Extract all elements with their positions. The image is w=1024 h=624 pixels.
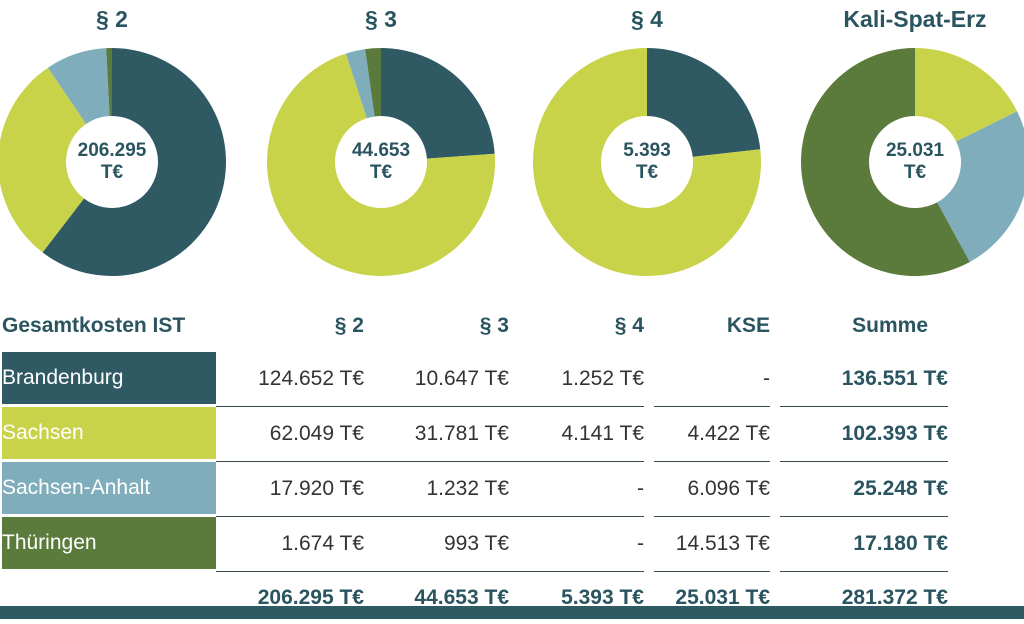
slice-th-ringen — [801, 48, 970, 276]
donut-center-label: 5.393 T€ — [592, 140, 702, 184]
cell-kse: 6.096 T€ — [654, 462, 770, 517]
region-sachsen-anhalt: Sachsen-Anhalt — [2, 462, 216, 517]
column-gap — [770, 517, 780, 572]
column-gap — [644, 300, 654, 352]
slice-brandenburg — [647, 48, 761, 157]
donut-svg — [0, 48, 227, 276]
table-row: Sachsen-Anhalt 17.920 T€ 1.232 T€ - 6.09… — [2, 462, 948, 517]
donut-center-label: 206.295 T€ — [57, 140, 167, 184]
column-gap — [644, 352, 654, 407]
column-gap — [644, 462, 654, 517]
bottom-bar — [0, 606, 1024, 619]
center-unit: T€ — [903, 162, 927, 183]
center-value: 25.031 — [885, 140, 945, 161]
cell-sum: 102.393 T€ — [780, 407, 948, 462]
slice-sachsen-anhalt — [47, 48, 110, 124]
column-gap — [770, 462, 780, 517]
table-row: Thüringen 1.674 T€ 993 T€ - 14.513 T€ 17… — [2, 517, 948, 572]
column-gap — [644, 407, 654, 462]
donut-title: § 2 — [96, 6, 128, 32]
slice-sachsen — [915, 48, 1018, 142]
donut-title: § 3 — [365, 6, 397, 32]
column-gap — [770, 300, 780, 352]
slice-sachsen — [267, 53, 495, 276]
center-unit: T€ — [369, 162, 393, 183]
cost-table: Gesamtkosten IST § 2 § 3 § 4 KSE Summe B… — [2, 300, 948, 624]
center-unit: T€ — [100, 162, 124, 183]
header-p2: § 2 — [334, 314, 364, 337]
cell-p4: - — [509, 462, 644, 517]
total-sum: 281.372 T€ — [841, 586, 948, 609]
donut-svg — [801, 48, 1024, 276]
cell-sum: 25.248 T€ — [780, 462, 948, 517]
slice-brandenburg — [42, 48, 227, 276]
region-sachsen: Sachsen — [2, 407, 216, 462]
column-gap — [644, 517, 654, 572]
center-value: 206.295 — [77, 140, 147, 161]
cell-kse: 4.422 T€ — [654, 407, 770, 462]
cell-p4: 1.252 T€ — [509, 352, 644, 407]
slice-th-ringen — [106, 48, 112, 117]
slice-brandenburg — [381, 48, 495, 159]
donut-title: § 4 — [631, 6, 663, 32]
header-kse: KSE — [726, 314, 770, 337]
header-gesamtkosten: Gesamtkosten IST — [2, 314, 186, 337]
center-value: 44.653 — [351, 140, 411, 161]
cell-p4: - — [509, 517, 644, 572]
slice-sachsen — [533, 48, 761, 276]
cell-p2: 17.920 T€ — [216, 462, 364, 517]
table-header-row: Gesamtkosten IST § 2 § 3 § 4 KSE Summe — [2, 300, 948, 352]
header-summe: Summe — [852, 314, 928, 337]
donut-title: Kali-Spat-Erz — [843, 6, 987, 32]
center-value: 5.393 — [623, 140, 671, 161]
cell-p3: 31.781 T€ — [364, 407, 509, 462]
slice-sachsen-anhalt — [937, 111, 1024, 262]
cell-p3: 993 T€ — [364, 517, 509, 572]
total-p4: 5.393 T€ — [561, 586, 644, 609]
cell-p4: 4.141 T€ — [509, 407, 644, 462]
cell-p2: 124.652 T€ — [216, 352, 364, 407]
cell-p3: 1.232 T€ — [364, 462, 509, 517]
slice-sachsen-anhalt — [345, 49, 375, 119]
cell-p2: 62.049 T€ — [216, 407, 364, 462]
cell-sum: 136.551 T€ — [780, 352, 948, 407]
cell-p3: 10.647 T€ — [364, 352, 509, 407]
donut-center-label: 25.031 T€ — [860, 140, 970, 184]
cell-sum: 17.180 T€ — [780, 517, 948, 572]
cell-kse: 14.513 T€ — [654, 517, 770, 572]
cell-p2: 1.674 T€ — [216, 517, 364, 572]
column-gap — [770, 407, 780, 462]
region-brandenburg: Brandenburg — [2, 352, 216, 407]
total-p2: 206.295 T€ — [257, 586, 364, 609]
region-thueringen: Thüringen — [2, 517, 216, 572]
total-p3: 44.653 T€ — [414, 586, 509, 609]
header-p3: § 3 — [479, 314, 509, 337]
donut-center-label: 44.653 T€ — [326, 140, 436, 184]
column-gap — [770, 352, 780, 407]
donut-svg — [267, 48, 495, 276]
slice-th-ringen — [365, 48, 381, 117]
table-row: Brandenburg 124.652 T€ 10.647 T€ 1.252 T… — [2, 352, 948, 407]
table-row: Sachsen 62.049 T€ 31.781 T€ 4.141 T€ 4.4… — [2, 407, 948, 462]
cell-kse: - — [654, 352, 770, 407]
header-p4: § 4 — [614, 314, 644, 337]
donut-svg — [533, 48, 761, 276]
center-unit: T€ — [635, 162, 659, 183]
totals-row: 206.295 T€ 44.653 T€ 5.393 T€ 25.031 T€ … — [2, 572, 948, 624]
slice-sachsen — [0, 67, 87, 253]
total-kse: 25.031 T€ — [675, 586, 770, 609]
